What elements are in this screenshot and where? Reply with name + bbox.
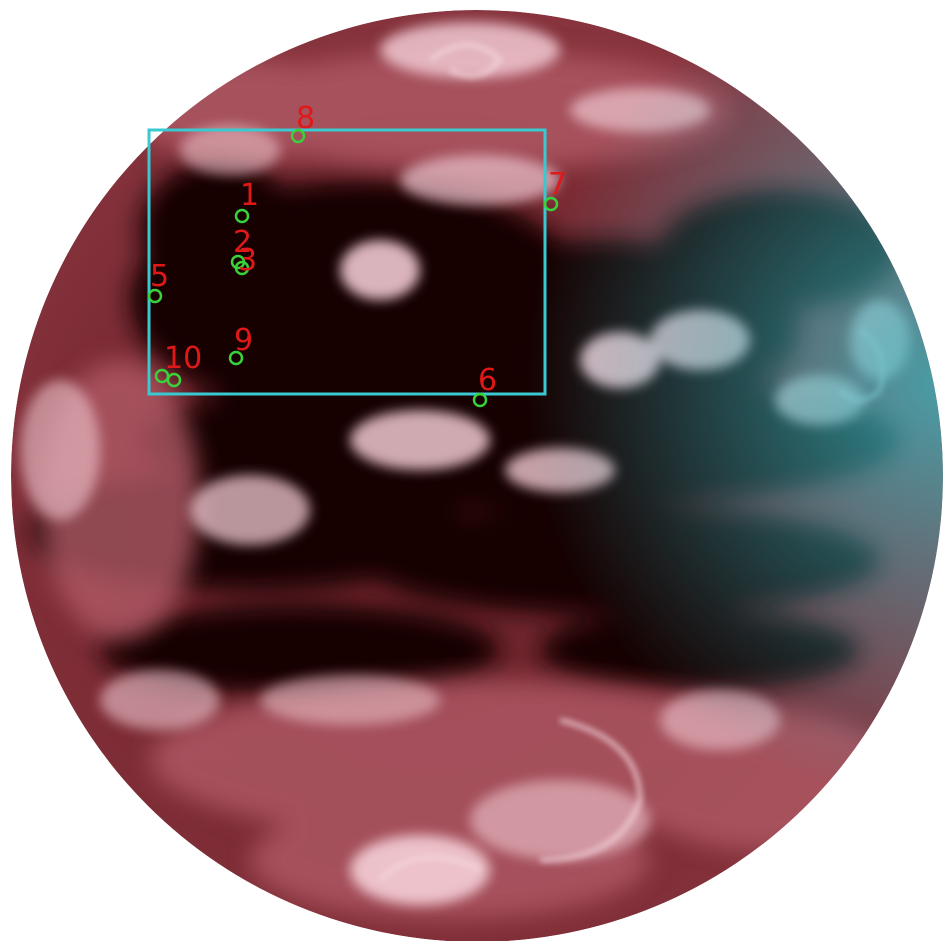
marker-1-circle [234,208,250,224]
marker-10-label: 10 [164,341,202,376]
marker-3-label: 3 [238,243,257,278]
marker-2-label: 2 [233,225,252,260]
marker-3-circle [234,260,250,276]
marker-7-label: 7 [548,167,567,202]
marker-6-circle [472,392,488,408]
marker-5-circle [147,288,163,304]
marker-7-circle [543,196,559,212]
analysis-region-box [147,128,547,396]
cyan-limb-tint [11,10,943,941]
marker-8-label: 8 [296,101,315,136]
marker-5-label: 5 [150,259,169,294]
marker-6-label: 6 [478,363,497,398]
marker-9-circle [228,350,244,366]
marker-8-circle [290,128,306,144]
marker-9-label: 9 [234,323,253,358]
earth-globe [11,10,943,941]
marker-10-circle-b [166,372,182,388]
marker-1-label: 1 [240,178,259,213]
station-markers: 1 2 3 5 6 7 8 9 10 [147,101,567,408]
